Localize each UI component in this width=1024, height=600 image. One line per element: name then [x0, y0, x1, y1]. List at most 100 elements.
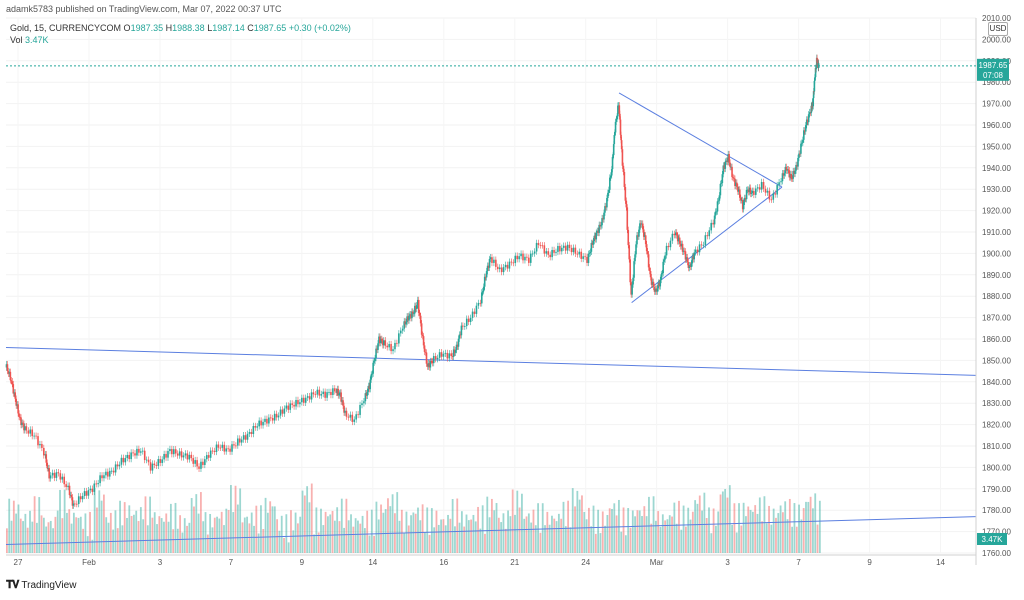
candle-body [562, 245, 565, 248]
candle-body [693, 252, 696, 260]
volume-bar [675, 523, 678, 553]
candle-body [687, 262, 690, 268]
candle-body [724, 161, 727, 169]
legend-vol-label[interactable]: Vol [10, 35, 23, 45]
volume-bar [460, 511, 463, 553]
volume-bar [546, 511, 549, 553]
candle-body [456, 344, 459, 347]
volume-bar [75, 517, 78, 553]
candle-body [205, 455, 208, 460]
candle-body [322, 391, 324, 395]
volume-bar [269, 501, 272, 553]
candle-body [791, 178, 793, 180]
tradingview-logo[interactable]: 𝐓𝐕 TradingView [6, 579, 76, 592]
candle-body [547, 251, 550, 255]
candle-body [436, 357, 439, 360]
volume-bar [671, 516, 673, 553]
candle-body [576, 253, 579, 255]
volume-bar [333, 520, 336, 553]
volume-bar [357, 520, 359, 553]
candle-body [625, 200, 628, 208]
candle-body [114, 464, 117, 473]
volume-bar [144, 496, 147, 553]
volume-bar [98, 490, 101, 553]
candle-body [420, 323, 423, 335]
candle-body [807, 114, 810, 123]
candle-body [533, 251, 536, 254]
candle-body [351, 414, 354, 422]
candle-body [737, 186, 739, 192]
candle-body [787, 169, 790, 171]
candle-body [516, 255, 518, 260]
currency-tag[interactable]: USD [988, 22, 1008, 36]
candle-body [639, 223, 641, 230]
candle-body [642, 229, 645, 237]
candle-body [312, 392, 315, 395]
candle-body [430, 361, 433, 362]
candle-body [373, 361, 375, 363]
candle-body [120, 457, 123, 465]
candle-body [661, 273, 664, 275]
volume-bar [172, 529, 175, 553]
candle-body [431, 361, 434, 364]
candle-body [377, 343, 379, 350]
candle-body [297, 400, 299, 405]
candle-body [398, 333, 400, 344]
volume-bar [514, 514, 516, 553]
volume-bar [613, 503, 616, 553]
candle-body [608, 189, 610, 193]
volume-bar [139, 507, 142, 553]
candle-body [669, 240, 672, 248]
volume-bar [537, 503, 539, 553]
candle-body [155, 464, 158, 466]
volume-bar [735, 532, 738, 553]
candle-body [619, 119, 622, 135]
volume-bar [103, 494, 105, 553]
candle-body [758, 187, 761, 190]
candle-body [528, 257, 530, 263]
candle-body [559, 246, 561, 252]
candle-body [264, 418, 266, 422]
candle-body [446, 352, 449, 359]
volume-bar [728, 485, 731, 553]
candle-body [105, 471, 107, 476]
candle-body [704, 235, 707, 245]
candle-body [404, 321, 406, 325]
candle-body [11, 381, 14, 385]
volume-bar [708, 507, 710, 553]
volume-bar [59, 489, 61, 553]
candle-body [731, 166, 733, 177]
candle-body [464, 326, 466, 327]
volume-bar [451, 499, 454, 553]
candle-body [529, 253, 532, 263]
candle-body [642, 223, 644, 230]
candle-body [656, 288, 659, 292]
volume-bar [308, 502, 311, 553]
volume-bar [597, 509, 600, 553]
volume-bar [31, 521, 34, 553]
candle-body [246, 433, 249, 440]
candle-body [766, 190, 769, 193]
candle-body [564, 245, 567, 251]
candle-body [423, 345, 426, 352]
legend-symbol[interactable]: Gold, 15, CURRENCYCOM [10, 23, 122, 33]
candle-body [83, 491, 86, 496]
candle-body [180, 451, 183, 458]
candle-body [419, 315, 422, 324]
candle-body [612, 144, 615, 156]
candle-body [708, 230, 711, 237]
candle-body [685, 257, 688, 260]
volume-bar [809, 496, 812, 553]
candle-body [805, 119, 808, 126]
candle-body [25, 426, 28, 431]
candle-body [432, 356, 435, 364]
candle-body [634, 254, 636, 262]
volume-bar [405, 511, 408, 553]
candle-body [778, 182, 780, 186]
candle-body [574, 247, 577, 254]
candle-body [586, 256, 588, 263]
volume-bar [352, 526, 355, 553]
candle-body [444, 352, 447, 354]
candle-body [227, 448, 229, 450]
